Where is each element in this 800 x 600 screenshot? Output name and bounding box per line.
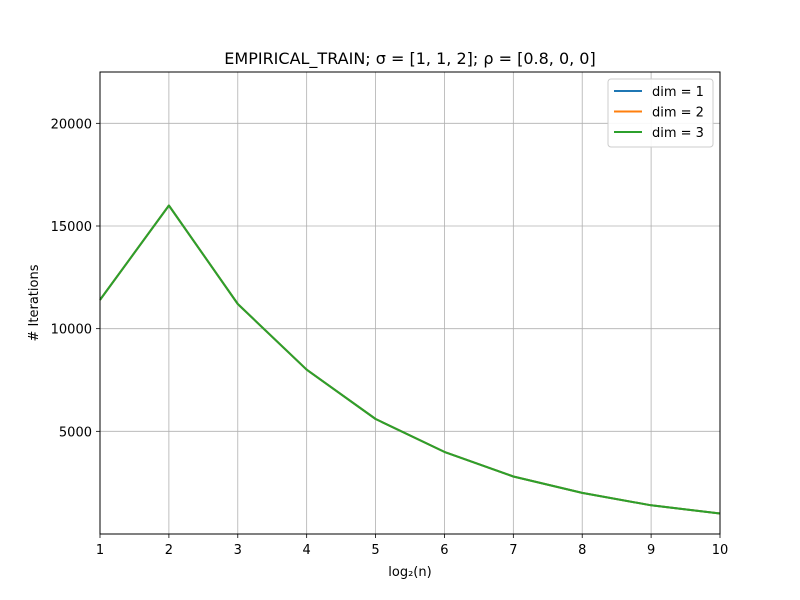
legend-box xyxy=(607,78,714,148)
y-axis-label: # Iterations xyxy=(27,264,42,341)
legend-label: dim = 1 xyxy=(652,85,704,100)
plot-frame xyxy=(99,71,721,535)
legend-label: dim = 2 xyxy=(652,106,704,121)
x-tick-label: 3 xyxy=(234,543,242,558)
x-tick-label: 9 xyxy=(647,543,655,558)
x-tick-label: 6 xyxy=(440,543,448,558)
x-tick-label: 10 xyxy=(712,543,729,558)
x-tick-label: 8 xyxy=(578,543,586,558)
x-tick-label: 5 xyxy=(371,543,379,558)
chart-title: EMPIRICAL_TRAIN; σ = [1, 1, 2]; ρ = [0.8… xyxy=(224,49,595,69)
series-lines xyxy=(99,204,721,515)
grid xyxy=(99,72,721,534)
x-tick-label: 7 xyxy=(509,543,517,558)
y-tick-label: 5000 xyxy=(59,425,92,440)
axis-ticks: 1 2 3 4 5 6 7 8 9 10 5000 10000 15000 20000 xyxy=(51,117,729,558)
y-tick-label: 20000 xyxy=(51,117,92,132)
legend: dim = 1 dim = 2 dim = 3 xyxy=(607,78,714,148)
y-tick-label: 10000 xyxy=(51,323,92,338)
x-tick-label: 1 xyxy=(96,543,104,558)
y-tick-label: 15000 xyxy=(51,220,92,235)
series-line-dim-3 xyxy=(99,204,721,515)
plot-area xyxy=(100,72,720,534)
x-axis-label: log₂(n) xyxy=(388,565,431,580)
x-tick-label: 4 xyxy=(303,543,311,558)
x-tick-label: 2 xyxy=(165,543,173,558)
legend-label: dim = 3 xyxy=(652,126,704,141)
